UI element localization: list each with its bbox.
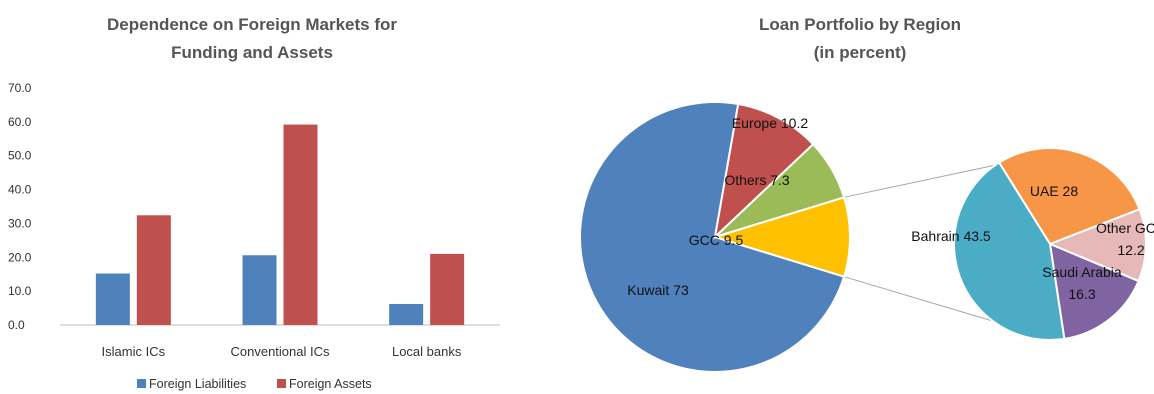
bar-foreign-liabilities — [389, 304, 424, 325]
y-axis-ticks: 0.0 10.0 20.0 30.0 40.0 50.0 60.0 70.0 — [8, 81, 32, 332]
breakout-label-bahrain: Bahrain 43.5 — [911, 228, 991, 244]
pie-slice-others — [714, 142, 846, 238]
y-tick-label: 30.0 — [8, 216, 32, 230]
breakout-pie — [953, 147, 1147, 341]
category-label: Conventional ICs — [231, 344, 330, 359]
pie-connector-lines — [843, 164, 997, 323]
breakout-slice-saudi-arabia — [1048, 242, 1140, 341]
category-label: Local banks — [392, 344, 462, 359]
bar-foreign-assets — [136, 215, 171, 325]
y-tick-label: 20.0 — [8, 250, 32, 264]
pie-chart-title-line-1: Loan Portfolio by Region — [759, 15, 961, 34]
legend: Foreign Liabilities Foreign Assets — [137, 377, 372, 391]
breakout-slice-uae — [997, 147, 1141, 246]
connector-line-bottom — [843, 276, 997, 323]
bar-foreign-assets — [430, 253, 465, 325]
bar-chart-foreign-markets: Dependence on Foreign Markets for Fundin… — [8, 15, 500, 391]
bar-chart-title-line-1: Dependence on Foreign Markets for — [107, 15, 397, 34]
bar-chart-title-line-2: Funding and Assets — [171, 43, 333, 62]
y-tick-label: 0.0 — [8, 318, 25, 332]
bars — [95, 124, 465, 326]
bar-foreign-assets — [283, 124, 318, 326]
bar-foreign-liabilities — [95, 273, 130, 325]
y-tick-label: 60.0 — [8, 115, 32, 129]
pie-slice-europe — [713, 102, 815, 240]
pie-of-pie-chart-loan-portfolio: Loan Portfolio by Region (in percent) Ku… — [579, 15, 1154, 373]
bar-foreign-liabilities — [242, 255, 277, 325]
legend-swatch — [137, 379, 146, 388]
category-labels: Islamic ICs Conventional ICs Local banks — [102, 344, 462, 359]
breakout-label-other-gcc: Other GCC12.2 — [1096, 220, 1154, 258]
y-tick-label: 10.0 — [8, 284, 32, 298]
pie-chart-title-line-2: (in percent) — [814, 43, 907, 62]
main-pie — [579, 101, 851, 373]
legend-label: Foreign Assets — [289, 377, 372, 391]
category-label: Islamic ICs — [102, 344, 166, 359]
breakout-slice-bahrain — [953, 161, 1066, 341]
breakout-slice-other-gcc — [1047, 207, 1147, 283]
breakout-label-saudi-arabia: Saudi Arabia 16.3 — [1042, 264, 1122, 302]
legend-swatch — [277, 379, 286, 388]
connector-line-top — [843, 164, 997, 198]
y-tick-label: 50.0 — [8, 149, 32, 163]
legend-label: Foreign Liabilities — [149, 377, 246, 391]
pie-label-europe: Europe 10.2 — [732, 115, 808, 131]
y-tick-label: 40.0 — [8, 183, 32, 197]
pie-label-others: Others 7.3 — [724, 172, 790, 188]
y-tick-label: 70.0 — [8, 81, 32, 95]
pie-label-gcc: GCC 9.5 — [689, 232, 744, 248]
breakout-label-uae: UAE 28 — [1030, 183, 1078, 199]
pie-slice-gcc — [711, 196, 851, 278]
pie-labels: Kuwait 73 Europe 10.2 Others 7.3 GCC 9.5 UAE… — [627, 115, 1154, 302]
pie-label-kuwait: Kuwait 73 — [627, 282, 689, 298]
pie-slice-kuwait — [579, 101, 846, 373]
